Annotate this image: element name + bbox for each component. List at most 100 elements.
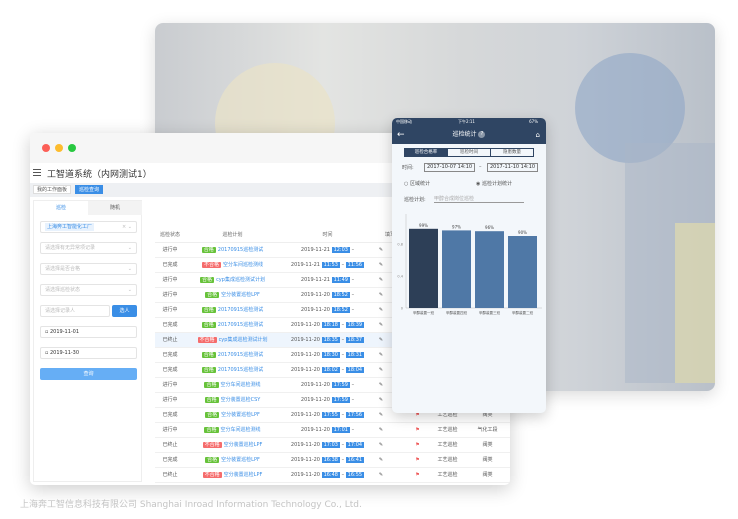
plan-link[interactable]: 空分装置巡检LPF <box>221 412 260 418</box>
type-cell: 工艺巡检 <box>437 457 458 463</box>
table-row[interactable]: 进行中 合格 20170915巡检测试 2019-11-20 18:52 – ✎ <box>155 303 510 318</box>
qualified-select[interactable]: 请选择是否合格 ⌄ <box>40 263 137 275</box>
radio-plan[interactable]: ◉ 巡检计划统计 <box>476 181 512 187</box>
stat-segments: 巡检合格率 巡检时间 隐患数量 <box>404 148 534 157</box>
segment-hazards[interactable]: 隐患数量 <box>503 150 521 155</box>
plan-link[interactable]: cyp集成巡检测试计划 <box>218 337 268 343</box>
edit-icon[interactable]: ✎ <box>378 412 384 418</box>
watermark: 上海奔工智信息科技有限公司 Shanghai Inroad Informatio… <box>20 500 362 510</box>
time-cell: 2019-11-20 18:35 – 18:37 <box>290 337 365 343</box>
result-badge: 不合格 <box>197 337 217 343</box>
tab-inspection[interactable]: 巡检 <box>34 201 88 215</box>
plan-link[interactable]: 空分装置巡检LPF <box>221 292 260 298</box>
plant-select[interactable]: 上海奔工智能化工厂 × ⌄ <box>40 221 137 233</box>
help-icon[interactable]: ? <box>478 131 486 138</box>
time-cell: 2019-11-21 11:53 – 11:56 <box>290 262 365 268</box>
status-cell: 进行中 <box>162 397 178 403</box>
tab-inspection-query[interactable]: 巡检查询 <box>75 185 104 194</box>
result-badge: 不合格 <box>202 442 222 448</box>
table-row[interactable]: 已终止 不合格 空分装置巡检LPF 2019-11-20 17:03 – 17:0… <box>155 438 510 453</box>
tab-random[interactable]: 随机 <box>88 201 142 215</box>
minimize-dot[interactable] <box>55 144 63 152</box>
end-time: 16:55 <box>345 472 365 478</box>
edit-icon[interactable]: ✎ <box>378 262 384 268</box>
back-arrow-icon[interactable]: ← <box>397 130 405 140</box>
plan-link[interactable]: 空分装置巡检LPF <box>223 442 263 448</box>
edit-icon[interactable]: ✎ <box>378 397 384 403</box>
maximize-dot[interactable] <box>68 144 76 152</box>
result-badge: 合格 <box>201 367 216 373</box>
plan-link[interactable]: 空分装置巡检LPF <box>221 457 260 463</box>
edit-icon[interactable]: ✎ <box>378 322 384 328</box>
edit-icon[interactable]: ✎ <box>378 277 384 283</box>
table-row[interactable]: 进行中 合格 20170915巡检测试 2019-11-21 12:03 – ✎ <box>155 243 510 258</box>
plan-link[interactable]: 空分车间巡检测线 <box>223 262 264 268</box>
table-row[interactable]: 进行中 合格 空分车间巡检测线 2019-11-20 17:59 – ✎ <box>155 378 510 393</box>
plan-link[interactable]: 20170915巡检测试 <box>217 247 264 253</box>
table-row[interactable]: 已完成 合格 20170915巡检测试 2019-11-20 18:18 – 18… <box>155 318 510 333</box>
plan-link[interactable]: 空分车间巡检测线 <box>220 427 261 433</box>
x-tick-label: 甲醇装置四班 <box>446 310 467 315</box>
table-row[interactable]: 已完成 不合格 空分车间巡检测线 2019-11-21 11:53 – 11:56… <box>155 258 510 273</box>
edit-icon[interactable]: ✎ <box>378 307 384 313</box>
date-from[interactable]: 2017-10-07 14:10 <box>424 163 476 172</box>
plan-link[interactable]: 20170915巡检测试 <box>217 367 264 373</box>
table-row[interactable]: 已完成 合格 20170915巡检测试 2019-11-20 18:30 – 18… <box>155 348 510 363</box>
recorder-input[interactable]: 请选择记录人 <box>40 305 110 317</box>
segment-time[interactable]: 巡检时间 <box>448 149 491 156</box>
y-tick-label: 0.4 <box>397 275 403 279</box>
bar[interactable] <box>508 236 537 308</box>
plan-input[interactable]: 甲醇合成岗位巡检 <box>434 195 524 203</box>
select-person-button[interactable]: 选人 <box>112 305 137 317</box>
edit-icon[interactable]: ✎ <box>378 247 384 253</box>
menu-icon[interactable] <box>33 169 41 176</box>
tab-workspace[interactable]: 我的工作面板 <box>33 185 72 194</box>
bar[interactable] <box>409 228 438 308</box>
plan-link[interactable]: 20170915巡检测试 <box>217 307 264 313</box>
time-cell: 2019-11-21 12:03 – <box>300 247 355 253</box>
table-row[interactable]: 已完成 合格 20170915巡检测试 2019-11-20 18:02 – 18… <box>155 363 510 378</box>
table-row[interactable]: 已完成 合格 空分装置巡检LPF 2019-11-20 17:55 – 17:56… <box>155 408 510 423</box>
table-row[interactable]: 已完成 合格 空分装置巡检LPF 2019-11-20 16:38 – 16:41… <box>155 453 510 468</box>
status-select[interactable]: 请选择巡检状态 ⌄ <box>40 284 137 296</box>
edit-icon[interactable]: ✎ <box>378 352 384 358</box>
bar[interactable] <box>442 230 471 308</box>
table-row[interactable]: 进行中 合格 空分装置巡检LPF 2019-11-20 18:52 – ✎ <box>155 288 510 303</box>
start-date-input[interactable]: ▫ 2019-11-01 <box>40 326 137 338</box>
edit-icon[interactable]: ✎ <box>378 292 384 298</box>
mobile-app: 中国移动 下午2:11 67% ← 巡检统计 ? ⌂ 巡检合格率 巡检时间 隐患… <box>392 118 546 413</box>
table-row[interactable]: 进行中 合格 空分装置巡检CSY 2019-11-20 17:59 – ✎ <box>155 393 510 408</box>
start-date: 2019-11-01 <box>49 329 80 335</box>
bar[interactable] <box>475 231 504 308</box>
result-badge: 合格 <box>201 307 216 313</box>
edit-icon[interactable]: ✎ <box>378 367 384 373</box>
start-time: 18:35 <box>321 337 340 343</box>
edit-icon[interactable]: ✎ <box>378 457 384 463</box>
date: 2019-11-21 <box>300 247 330 253</box>
edit-icon[interactable]: ✎ <box>378 472 384 478</box>
table-row[interactable]: 已终止 不合格 空分装置巡检LPF 2019-11-20 16:48 – 16:5… <box>155 468 510 483</box>
segment-pass-rate[interactable]: 巡检合格率 <box>405 149 448 156</box>
screen-title: 巡检统计 <box>452 131 477 138</box>
end-date-input[interactable]: ▫ 2019-11-30 <box>40 347 137 359</box>
table-row[interactable]: 进行中 合格 空分车间巡检测线 2019-11-20 17:01 – ✎ ⚑ 工艺巡… <box>155 423 510 438</box>
table-row[interactable]: 进行中 合格 cyp集成巡检测试计划 2019-11-21 11:49 – ✎ <box>155 273 510 288</box>
end-time: 18:39 <box>345 322 365 328</box>
plan-link[interactable]: 空分装置巡检CSY <box>220 397 261 403</box>
plan-link[interactable]: 空分装置巡检LPF <box>223 472 263 478</box>
abnormal-select[interactable]: 请选择有无异常项记录 ⌄ <box>40 242 137 254</box>
date-to[interactable]: 2017-11-10 14:10 <box>487 163 539 172</box>
edit-icon[interactable]: ✎ <box>378 442 384 448</box>
edit-icon[interactable]: ✎ <box>378 382 384 388</box>
plan-link[interactable]: 20170915巡检测试 <box>217 322 264 328</box>
query-button[interactable]: 查询 <box>40 368 137 380</box>
plan-link[interactable]: cyp集成巡检测试计划 <box>216 277 265 283</box>
edit-icon[interactable]: ✎ <box>378 427 384 433</box>
home-icon[interactable]: ⌂ <box>535 131 540 139</box>
time-cell: 2019-11-20 18:30 – 18:31 <box>290 352 365 358</box>
plan-link[interactable]: 20170915巡检测试 <box>217 352 264 358</box>
edit-icon[interactable]: ✎ <box>378 337 384 343</box>
close-dot[interactable] <box>42 144 50 152</box>
radio-area[interactable]: ○ 区域统计 <box>404 181 430 187</box>
plan-link[interactable]: 空分车间巡检测线 <box>220 382 261 388</box>
